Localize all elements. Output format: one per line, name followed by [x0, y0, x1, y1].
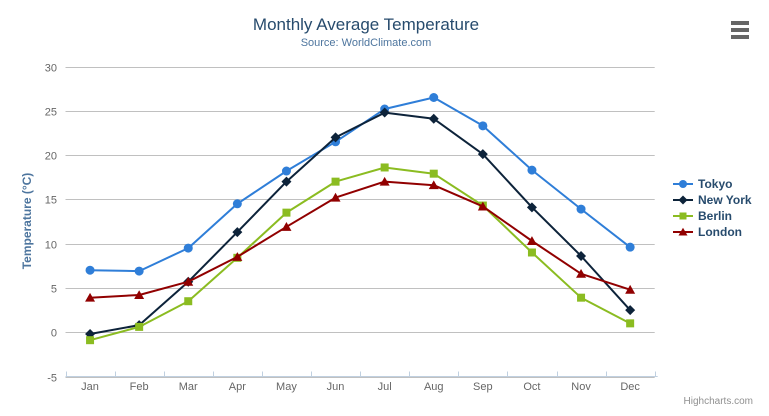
x-axis-label: Jun	[327, 381, 345, 393]
legend-label: London	[698, 224, 742, 239]
data-point-berlin[interactable]	[184, 297, 193, 306]
credits-link[interactable]: Highcharts.com	[683, 396, 753, 407]
data-point-new-york[interactable]	[281, 176, 292, 187]
data-point-berlin[interactable]	[380, 163, 389, 172]
x-axis-label: Nov	[571, 381, 591, 393]
x-axis-label: Feb	[130, 381, 149, 393]
context-menu-button[interactable]	[730, 21, 750, 41]
data-point-tokyo[interactable]	[527, 165, 537, 175]
data-point-tokyo[interactable]	[478, 121, 488, 131]
data-point-new-york[interactable]	[625, 305, 636, 316]
data-point-tokyo[interactable]	[232, 199, 242, 209]
legend-item-berlin[interactable]: Berlin	[673, 208, 752, 223]
series-line-new-york	[89, 111, 632, 335]
y-axis-title: Temperature (°C)	[20, 172, 34, 270]
data-point-london[interactable]	[625, 284, 636, 294]
y-axis-label: 25	[45, 107, 57, 119]
data-point-tokyo[interactable]	[85, 265, 95, 275]
y-axis-label: 0	[51, 328, 57, 340]
y-axis-label: 10	[45, 240, 57, 252]
data-point-new-york[interactable]	[232, 227, 243, 238]
data-point-london[interactable]	[281, 222, 292, 231]
chart-subtitle: Source: WorldClimate.com	[300, 37, 432, 49]
data-point-tokyo[interactable]	[183, 243, 193, 253]
x-axis-label: Aug	[424, 381, 444, 393]
data-point-london[interactable]	[330, 192, 341, 202]
data-point-london[interactable]	[183, 276, 194, 286]
data-point-london[interactable]	[576, 268, 587, 278]
data-point-new-york[interactable]	[428, 113, 439, 124]
data-point-tokyo[interactable]	[429, 93, 439, 102]
data-point-london[interactable]	[134, 290, 145, 300]
legend-symbol-square-icon	[673, 212, 693, 219]
x-axis-label: Jul	[378, 381, 392, 393]
x-axis-label: Apr	[229, 381, 246, 393]
legend-item-tokyo[interactable]: Tokyo	[673, 176, 752, 191]
data-point-berlin[interactable]	[626, 319, 635, 328]
x-axis-label: May	[276, 381, 297, 393]
data-point-new-york[interactable]	[477, 149, 488, 160]
x-axis-label: Mar	[179, 381, 198, 393]
data-point-berlin[interactable]	[429, 169, 438, 178]
data-point-berlin[interactable]	[527, 248, 536, 257]
data-point-london[interactable]	[526, 236, 537, 245]
data-point-tokyo[interactable]	[625, 242, 635, 252]
data-point-tokyo[interactable]	[576, 204, 586, 214]
data-point-london[interactable]	[379, 176, 390, 186]
data-point-new-york[interactable]	[576, 251, 587, 262]
data-point-new-york[interactable]	[330, 132, 341, 143]
data-point-new-york[interactable]	[379, 107, 390, 118]
legend-item-new-york[interactable]: New York	[673, 192, 752, 207]
data-point-new-york[interactable]	[526, 202, 537, 213]
hamburger-icon	[731, 21, 749, 39]
y-axis-label: -5	[47, 373, 57, 385]
y-axis-label: 5	[51, 284, 57, 296]
legend-symbol-circle-icon	[673, 179, 693, 188]
data-point-london[interactable]	[477, 201, 488, 211]
data-point-berlin[interactable]	[86, 336, 95, 345]
legend-item-london[interactable]: London	[673, 224, 752, 239]
legend-symbol-triangle-icon	[673, 227, 693, 235]
data-point-london[interactable]	[85, 292, 96, 302]
x-axis-label: Dec	[620, 381, 640, 393]
data-point-london[interactable]	[428, 180, 439, 190]
x-axis-label: Sep	[473, 381, 493, 393]
legend-label: Berlin	[698, 208, 733, 223]
x-axis-label: Jan	[81, 381, 99, 393]
data-point-tokyo[interactable]	[281, 166, 291, 176]
data-point-tokyo[interactable]	[134, 266, 144, 276]
data-point-berlin[interactable]	[331, 177, 340, 186]
series-line-berlin	[89, 166, 632, 342]
series-line-london	[89, 180, 632, 299]
data-point-berlin[interactable]	[577, 293, 586, 302]
legend-label: New York	[698, 192, 752, 207]
y-axis-label: 20	[45, 151, 57, 163]
series-line-tokyo	[89, 96, 632, 273]
data-point-berlin[interactable]	[135, 322, 144, 331]
x-axis-label: Oct	[523, 381, 540, 393]
y-axis-label: 30	[45, 63, 57, 75]
legend-symbol-diamond-icon	[673, 195, 693, 204]
y-axis-label: 15	[45, 195, 57, 207]
legend-label: Tokyo	[698, 176, 733, 191]
data-point-london[interactable]	[232, 252, 243, 261]
chart-title: Monthly Average Temperature	[252, 15, 480, 34]
data-point-berlin[interactable]	[282, 208, 291, 217]
legend: Tokyo New York Berlin London	[673, 177, 752, 241]
